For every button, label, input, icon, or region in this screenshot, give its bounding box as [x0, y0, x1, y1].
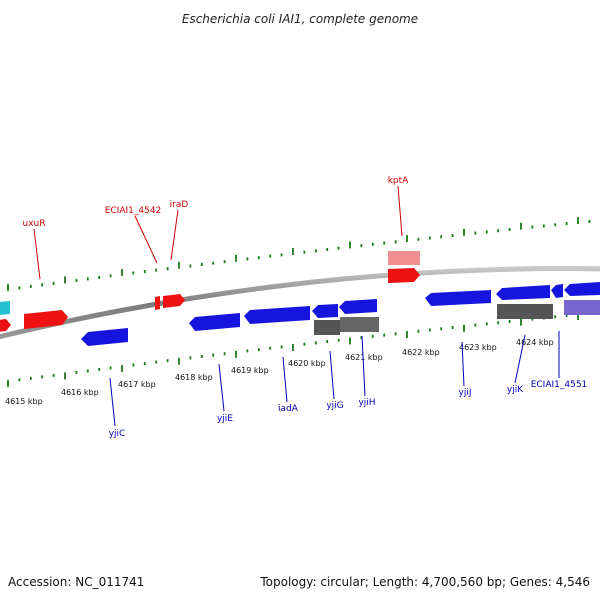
gene-forward-left-edge[interactable]	[0, 319, 11, 332]
gene-reverse-small[interactable]	[551, 284, 563, 298]
gene-uxuR[interactable]	[24, 310, 68, 329]
map-title: Escherichia coli IAI1, complete genome	[182, 12, 418, 26]
tick-label-4617: 4617 kbp	[118, 380, 156, 389]
label-yjiJ[interactable]: yjiJ	[459, 388, 472, 398]
label-yjiH[interactable]: yjiH	[358, 398, 375, 408]
leader-yjiG	[329, 350, 335, 400]
tick-label-4623: 4623 kbp	[459, 343, 497, 352]
gene-kptA-pseudo[interactable]	[388, 251, 420, 265]
genome-summary-text: Topology: circular; Length: 4,700,560 bp…	[259, 575, 590, 589]
gene-yjiC[interactable]	[81, 328, 128, 346]
tick-label-4616: 4616 kbp	[61, 388, 99, 397]
gene-iadA[interactable]	[244, 306, 310, 324]
label-iraD[interactable]: iraD	[170, 200, 189, 210]
gene-yjiG[interactable]	[312, 304, 338, 318]
leader-yjiE	[218, 363, 225, 412]
tick-label-4624: 4624 kbp	[516, 338, 554, 347]
accession-text: Accession: NC_011741	[8, 575, 144, 589]
leader-yjiK	[514, 334, 526, 384]
leader-yjiH	[361, 335, 366, 397]
label-iadA[interactable]: iadA	[278, 404, 299, 414]
tick-label-4620: 4620 kbp	[288, 359, 326, 368]
gene-ECIAI1-4551-blue[interactable]	[564, 282, 600, 296]
leader-yjiJ	[461, 341, 465, 387]
tick-label-4619: 4619 kbp	[231, 366, 269, 375]
gene-kptA[interactable]	[388, 268, 420, 283]
tick-label-4618: 4618 kbp	[175, 373, 213, 382]
gene-yjiK[interactable]	[496, 285, 550, 300]
gene-ECIAI1-4542[interactable]	[163, 294, 185, 308]
forward-tick-track	[7, 217, 591, 291]
genome-backbone	[0, 266, 600, 340]
tick-label-4622: 4622 kbp	[402, 348, 440, 357]
gene-yjiH[interactable]	[339, 299, 377, 314]
leader-iadA	[282, 356, 288, 403]
gene-yjiJ[interactable]	[425, 290, 491, 306]
tick-label-4621: 4621 kbp	[345, 353, 383, 362]
gene-cyan[interactable]	[0, 301, 10, 315]
gene-forward-small-a[interactable]	[155, 296, 160, 310]
label-yjiC[interactable]: yjiC	[109, 429, 126, 439]
leader-kptA	[397, 185, 403, 237]
label-ECIAI1-4551[interactable]: ECIAI1_4551	[531, 380, 588, 390]
leader-yjiC	[109, 377, 116, 427]
gene-ECIAI1-4551-purple[interactable]	[564, 300, 600, 315]
reverse-tick-track	[7, 311, 591, 387]
leader-uxuR	[33, 228, 41, 280]
label-yjiG[interactable]: yjiG	[326, 401, 343, 411]
tick-label-4615: 4615 kbp	[5, 397, 43, 406]
label-yjiE[interactable]: yjiE	[217, 414, 233, 424]
label-kptA[interactable]: kptA	[388, 176, 409, 186]
label-ECIAI1-4542[interactable]: ECIAI1_4542	[105, 206, 162, 216]
leader-iraD	[170, 209, 179, 261]
label-yjiK[interactable]: yjiK	[507, 385, 524, 395]
gene-yjiK-dark[interactable]	[497, 304, 553, 319]
gene-yjiG-dark[interactable]	[314, 320, 340, 335]
leader-ECIAI1-4542	[134, 215, 158, 264]
gene-yjiH-dark[interactable]	[340, 317, 379, 332]
gene-yjiE[interactable]	[189, 313, 240, 331]
label-uxuR[interactable]: uxuR	[23, 219, 46, 229]
